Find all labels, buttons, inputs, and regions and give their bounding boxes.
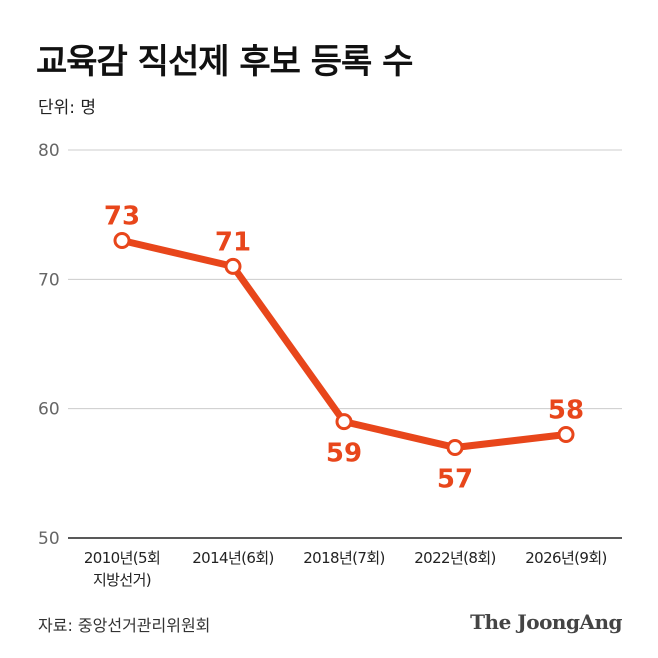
- data-label-1: 71: [215, 227, 251, 257]
- x-tick-0-line-0: 2010년(5회: [84, 549, 160, 567]
- data-point-0: [113, 232, 131, 250]
- chart-title: 교육감 직선제 후보 등록 수: [36, 42, 413, 82]
- x-tick-4-line-0: 2026년(9회): [525, 549, 607, 567]
- data-point-1: [224, 257, 242, 275]
- x-tick-0-line-1: 지방선거): [93, 571, 151, 589]
- unit-label: 단위: 명: [38, 98, 97, 118]
- y-tick-60: 60: [38, 400, 60, 420]
- data-label-2: 59: [326, 439, 362, 469]
- x-tick-1: 2014년(6회): [192, 549, 274, 567]
- data-label-3: 57: [437, 464, 473, 494]
- y-tick-50: 50: [38, 529, 60, 549]
- data-label-4: 58: [548, 396, 584, 426]
- y-tick-labels: 50 60 70 80: [38, 141, 60, 549]
- source-note: 자료: 중앙선거관리위원회: [38, 616, 211, 635]
- y-tick-70: 70: [38, 270, 60, 290]
- x-tick-3-line-0: 2022년(8회): [414, 549, 496, 567]
- x-tick-1-line-0: 2014년(6회): [192, 549, 274, 567]
- x-tick-3: 2022년(8회): [414, 549, 496, 567]
- data-labels: 73 71 59 57 58: [104, 202, 584, 495]
- grid-lines: [68, 149, 622, 539]
- x-tick-4: 2026년(9회): [525, 549, 607, 567]
- x-tick-2-line-0: 2018년(7회): [303, 549, 385, 567]
- data-point-2: [335, 413, 353, 431]
- y-tick-80: 80: [38, 141, 60, 161]
- data-point-3: [446, 438, 464, 456]
- publisher-logo: The JoongAng: [470, 610, 622, 634]
- data-point-4: [557, 426, 575, 444]
- x-tick-2: 2018년(7회): [303, 549, 385, 567]
- data-label-0: 73: [104, 202, 140, 232]
- data-points: [113, 232, 575, 456]
